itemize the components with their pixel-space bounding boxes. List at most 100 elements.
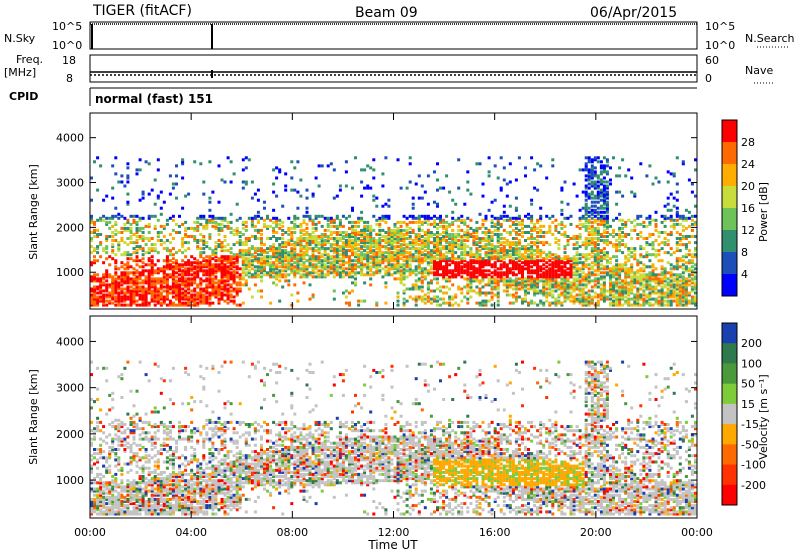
power-echo-cell [527,283,530,286]
power-echo-cell [387,215,390,218]
power-echo-cell [99,217,102,220]
power-echo-cell [530,265,533,268]
power-echo-cell [123,271,126,274]
power-echo-cell [381,235,384,238]
power-echo-cell [436,223,439,226]
power-echo-cell [184,290,187,293]
power-echo-cell [667,209,670,212]
power-echo-cell [211,191,214,194]
power-echo-cell [448,233,451,236]
power-echo-cell [166,223,169,226]
power-echo-cell [193,261,196,264]
power-echo-cell [652,233,655,236]
power-echo-cell [345,185,348,188]
power-echo-cell [303,229,306,232]
power-echo-cell [266,251,269,254]
power-echo-cell [673,273,676,276]
power-echo-cell [193,265,196,268]
power-echo-cell [621,227,624,230]
power-echo-cell [269,302,272,305]
power-echo-cell [227,283,230,286]
power-echo-cell [284,249,287,252]
power-echo-cell [500,263,503,266]
power-echo-cell [630,229,633,232]
power-echo-cell [576,241,579,244]
power-echo-cell [239,231,242,234]
power-echo-cell [494,233,497,236]
power-echo-cell [251,217,254,220]
power-echo-cell [630,263,633,266]
power-echo-cell [536,162,539,165]
power-echo-cell [136,263,139,266]
power-echo-cell [424,249,427,252]
power-echo-cell [533,277,536,280]
power-echo-cell [139,281,142,284]
power-echo-cell [196,225,199,228]
power-echo-cell [542,241,545,244]
power-echo-cell [479,279,482,282]
power-echo-cell [485,243,488,246]
power-echo-cell [366,233,369,236]
power-echo-cell [664,225,667,228]
power-echo-cell [218,298,221,301]
power-echo-cell [351,187,354,190]
power-echo-cell [354,221,357,224]
power-echo-cell [327,223,330,226]
power-echo-cell [105,257,108,260]
power-echo-cell [233,172,236,175]
power-echo-cell [521,298,524,301]
power-echo-cell [518,229,521,232]
power-echo-cell [579,227,582,230]
power-echo-cell [512,271,515,274]
power-echo-cell [409,156,412,159]
power-echo-cell [224,235,227,238]
power-echo-cell [227,225,230,228]
power-echo-cell [412,197,415,200]
power-echo-cell [245,221,248,224]
power-echo-cell [114,277,117,280]
power-echo-cell [576,277,579,280]
power-echo-cell [482,245,485,248]
power-echo-cell [582,275,585,278]
power-echo-cell [202,263,205,266]
power-echo-cell [363,225,366,228]
power-echo-cell [257,273,260,276]
power-echo-cell [615,191,618,194]
power-echo-cell [400,225,403,228]
power-echo-cell [524,239,527,242]
power-echo-cell [275,237,278,240]
power-echo-cell [199,162,202,165]
power-echo-cell [272,281,275,284]
power-echo-cell [190,227,193,230]
power-echo-cell [290,189,293,192]
power-echo-cell [524,298,527,301]
power-echo-cell [485,231,488,234]
power-echo-cell [424,253,427,256]
power-echo-cell [351,207,354,210]
power-data-layer [90,156,697,306]
power-echo-cell [339,271,342,274]
power-echo-cell [254,247,257,250]
power-echo-cell [475,302,478,305]
power-echo-cell [199,215,202,218]
power-echo-cell [211,257,214,260]
power-echo-cell [384,215,387,218]
power-echo-cell [130,257,133,260]
power-echo-cell [621,279,624,282]
power-echo-cell [400,229,403,232]
power-echo-cell [585,292,588,295]
power-echo-cell [321,233,324,236]
power-echo-cell [642,267,645,270]
power-echo-cell [136,172,139,175]
power-echo-cell [327,229,330,232]
power-echo-cell [424,275,427,278]
power-echo-cell [166,239,169,242]
power-echo-cell [339,257,342,260]
power-echo-cell [345,296,348,299]
power-echo-cell [655,223,658,226]
power-echo-cell [166,304,169,307]
power-echo-cell [451,304,454,307]
power-echo-cell [221,292,224,295]
power-echo-cell [648,164,651,167]
power-echo-cell [439,247,442,250]
